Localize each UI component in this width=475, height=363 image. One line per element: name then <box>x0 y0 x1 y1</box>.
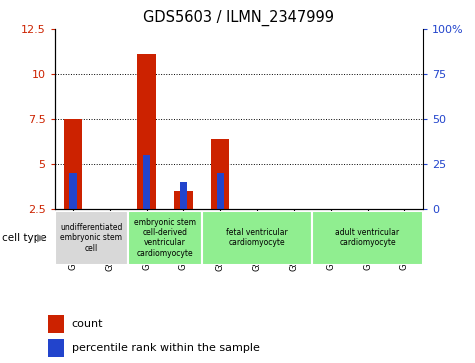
Text: undifferentiated
embryonic stem
cell: undifferentiated embryonic stem cell <box>60 223 123 253</box>
Text: percentile rank within the sample: percentile rank within the sample <box>72 343 260 353</box>
Text: cell type: cell type <box>2 233 47 243</box>
Text: count: count <box>72 319 103 330</box>
Text: fetal ventricular
cardiomyocyte: fetal ventricular cardiomyocyte <box>226 228 288 248</box>
Bar <box>48 315 64 333</box>
Text: adult ventricular
cardiomyocyte: adult ventricular cardiomyocyte <box>335 228 399 248</box>
Bar <box>48 339 64 357</box>
Bar <box>217 173 224 209</box>
Title: GDS5603 / ILMN_2347999: GDS5603 / ILMN_2347999 <box>143 10 334 26</box>
Bar <box>128 211 202 265</box>
Bar <box>143 155 150 209</box>
Bar <box>211 139 229 209</box>
Bar <box>64 119 82 209</box>
Text: embryonic stem
cell-derived
ventricular
cardiomyocyte: embryonic stem cell-derived ventricular … <box>134 218 196 258</box>
Bar <box>137 54 156 209</box>
Bar <box>180 182 187 209</box>
Bar <box>55 211 128 265</box>
Bar <box>313 211 423 265</box>
Bar <box>174 191 193 209</box>
Text: ▶: ▶ <box>37 233 45 243</box>
Bar <box>69 173 76 209</box>
Bar <box>202 211 313 265</box>
